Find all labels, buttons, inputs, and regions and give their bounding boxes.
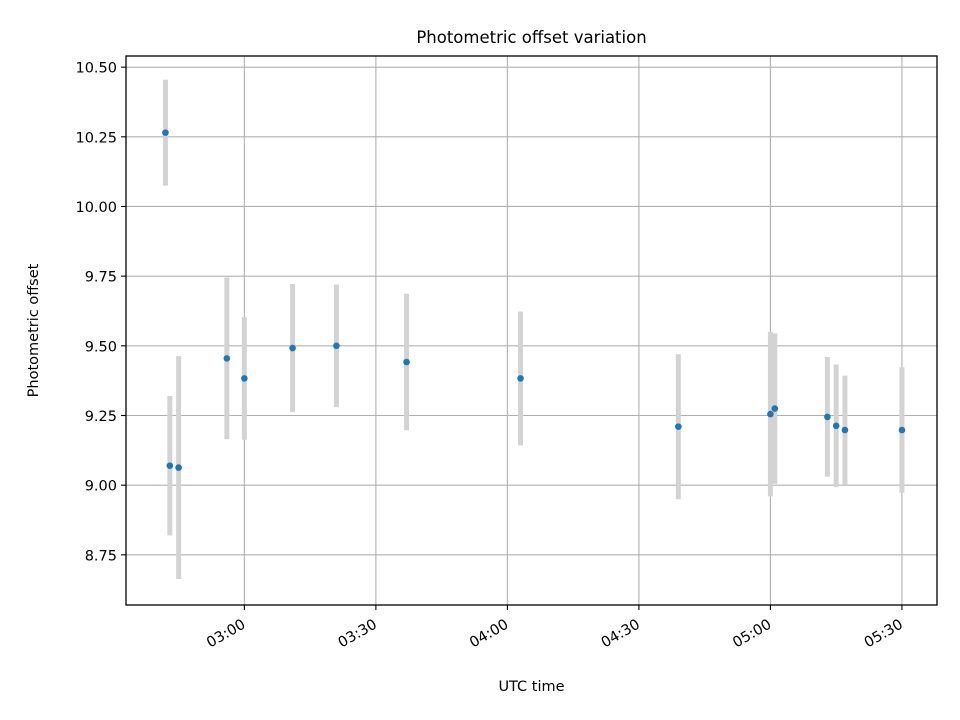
data-points xyxy=(162,129,906,471)
data-point xyxy=(767,410,774,418)
data-point xyxy=(175,464,182,471)
data-point xyxy=(333,342,340,350)
y-tick-label: 9.00 xyxy=(85,479,117,495)
y-tick-label: 10.50 xyxy=(75,61,117,77)
data-point xyxy=(841,426,849,434)
y-axis-label: Photometric offset xyxy=(26,263,42,397)
data-point xyxy=(403,358,410,366)
data-point xyxy=(241,375,248,382)
x-axis-label: UTC time xyxy=(498,679,564,695)
y-tick-label: 9.50 xyxy=(85,339,117,355)
data-point xyxy=(166,462,174,469)
data-point xyxy=(223,355,231,362)
data-point xyxy=(898,426,906,434)
data-point xyxy=(517,375,524,382)
y-axis: 8.75 9.00 9.25 9.50 9.75 10.00 10.25 10.50 xyxy=(75,61,126,564)
y-tick-label: 10.00 xyxy=(75,200,117,216)
chart-title: Photometric offset variation xyxy=(416,28,646,47)
data-point xyxy=(824,413,831,421)
data-point xyxy=(832,422,840,430)
plot-frame xyxy=(125,55,938,606)
data-point xyxy=(675,423,682,430)
y-tick-label: 10.25 xyxy=(75,130,117,146)
grid xyxy=(126,56,937,605)
y-tick-label: 8.75 xyxy=(85,548,117,564)
y-tick-label: 9.75 xyxy=(85,270,117,286)
data-point xyxy=(162,129,169,136)
data-point xyxy=(289,344,296,352)
y-tick-label: 9.25 xyxy=(85,409,117,425)
data-point xyxy=(771,405,779,412)
